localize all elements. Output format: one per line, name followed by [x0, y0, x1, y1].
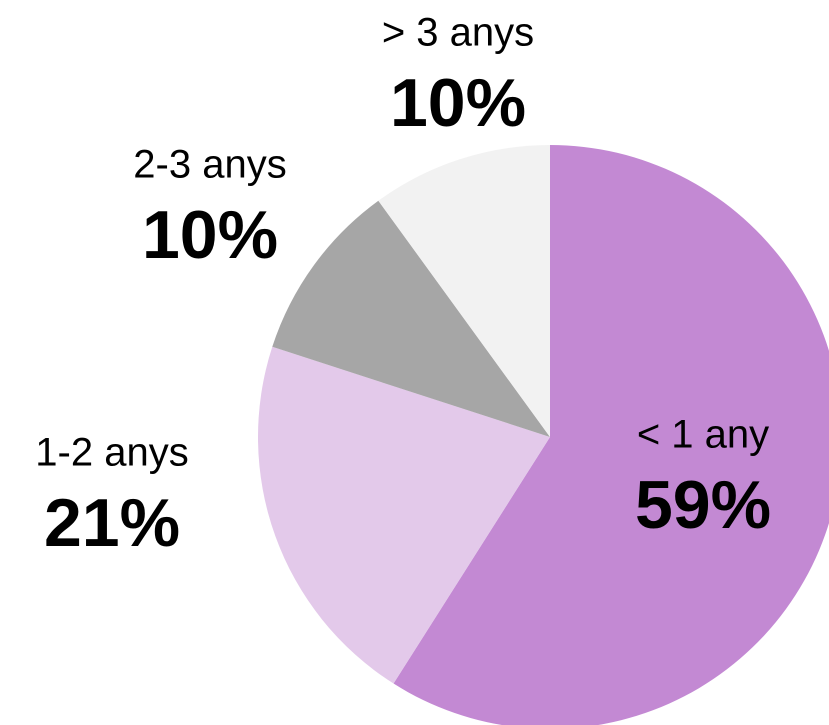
category-label: 1-2 anys	[35, 431, 188, 475]
category-label: > 3 anys	[382, 11, 534, 55]
value-label: 21%	[44, 485, 180, 561]
value-label: 59%	[635, 467, 771, 543]
pie-slice	[378, 145, 550, 437]
value-label: 10%	[142, 197, 278, 273]
category-label: 2-3 anys	[133, 143, 286, 187]
pie-slice	[258, 346, 550, 684]
pie-slice	[272, 200, 550, 437]
pie-slice	[393, 145, 829, 725]
category-label: < 1 any	[637, 413, 769, 457]
value-label: 10%	[390, 65, 526, 141]
